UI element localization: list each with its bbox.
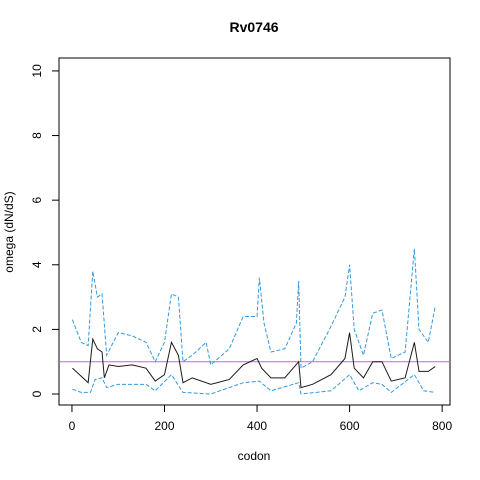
plot-frame: [58, 57, 451, 406]
y-tick-label: 6: [30, 197, 44, 204]
series-line: [72, 332, 436, 389]
y-tick-label: 4: [30, 261, 44, 268]
series-line: [71, 248, 436, 370]
y-axis-label: omega (dN/dS): [2, 191, 16, 272]
x-tick-label: 600: [340, 419, 360, 433]
series-line: [72, 373, 436, 395]
y-tick-label: 0: [30, 390, 44, 397]
x-tick-label: 200: [154, 419, 174, 433]
x-tick-label: 0: [69, 419, 76, 433]
x-tick-label: 800: [432, 419, 452, 433]
chart-title: Rv0746: [229, 19, 278, 35]
x-tick-label: 400: [247, 419, 267, 433]
y-tick-label: 2: [30, 326, 44, 333]
y-tick-label: 10: [30, 64, 44, 78]
y-tick-label: 8: [30, 132, 44, 139]
x-axis-label: codon: [238, 449, 271, 463]
